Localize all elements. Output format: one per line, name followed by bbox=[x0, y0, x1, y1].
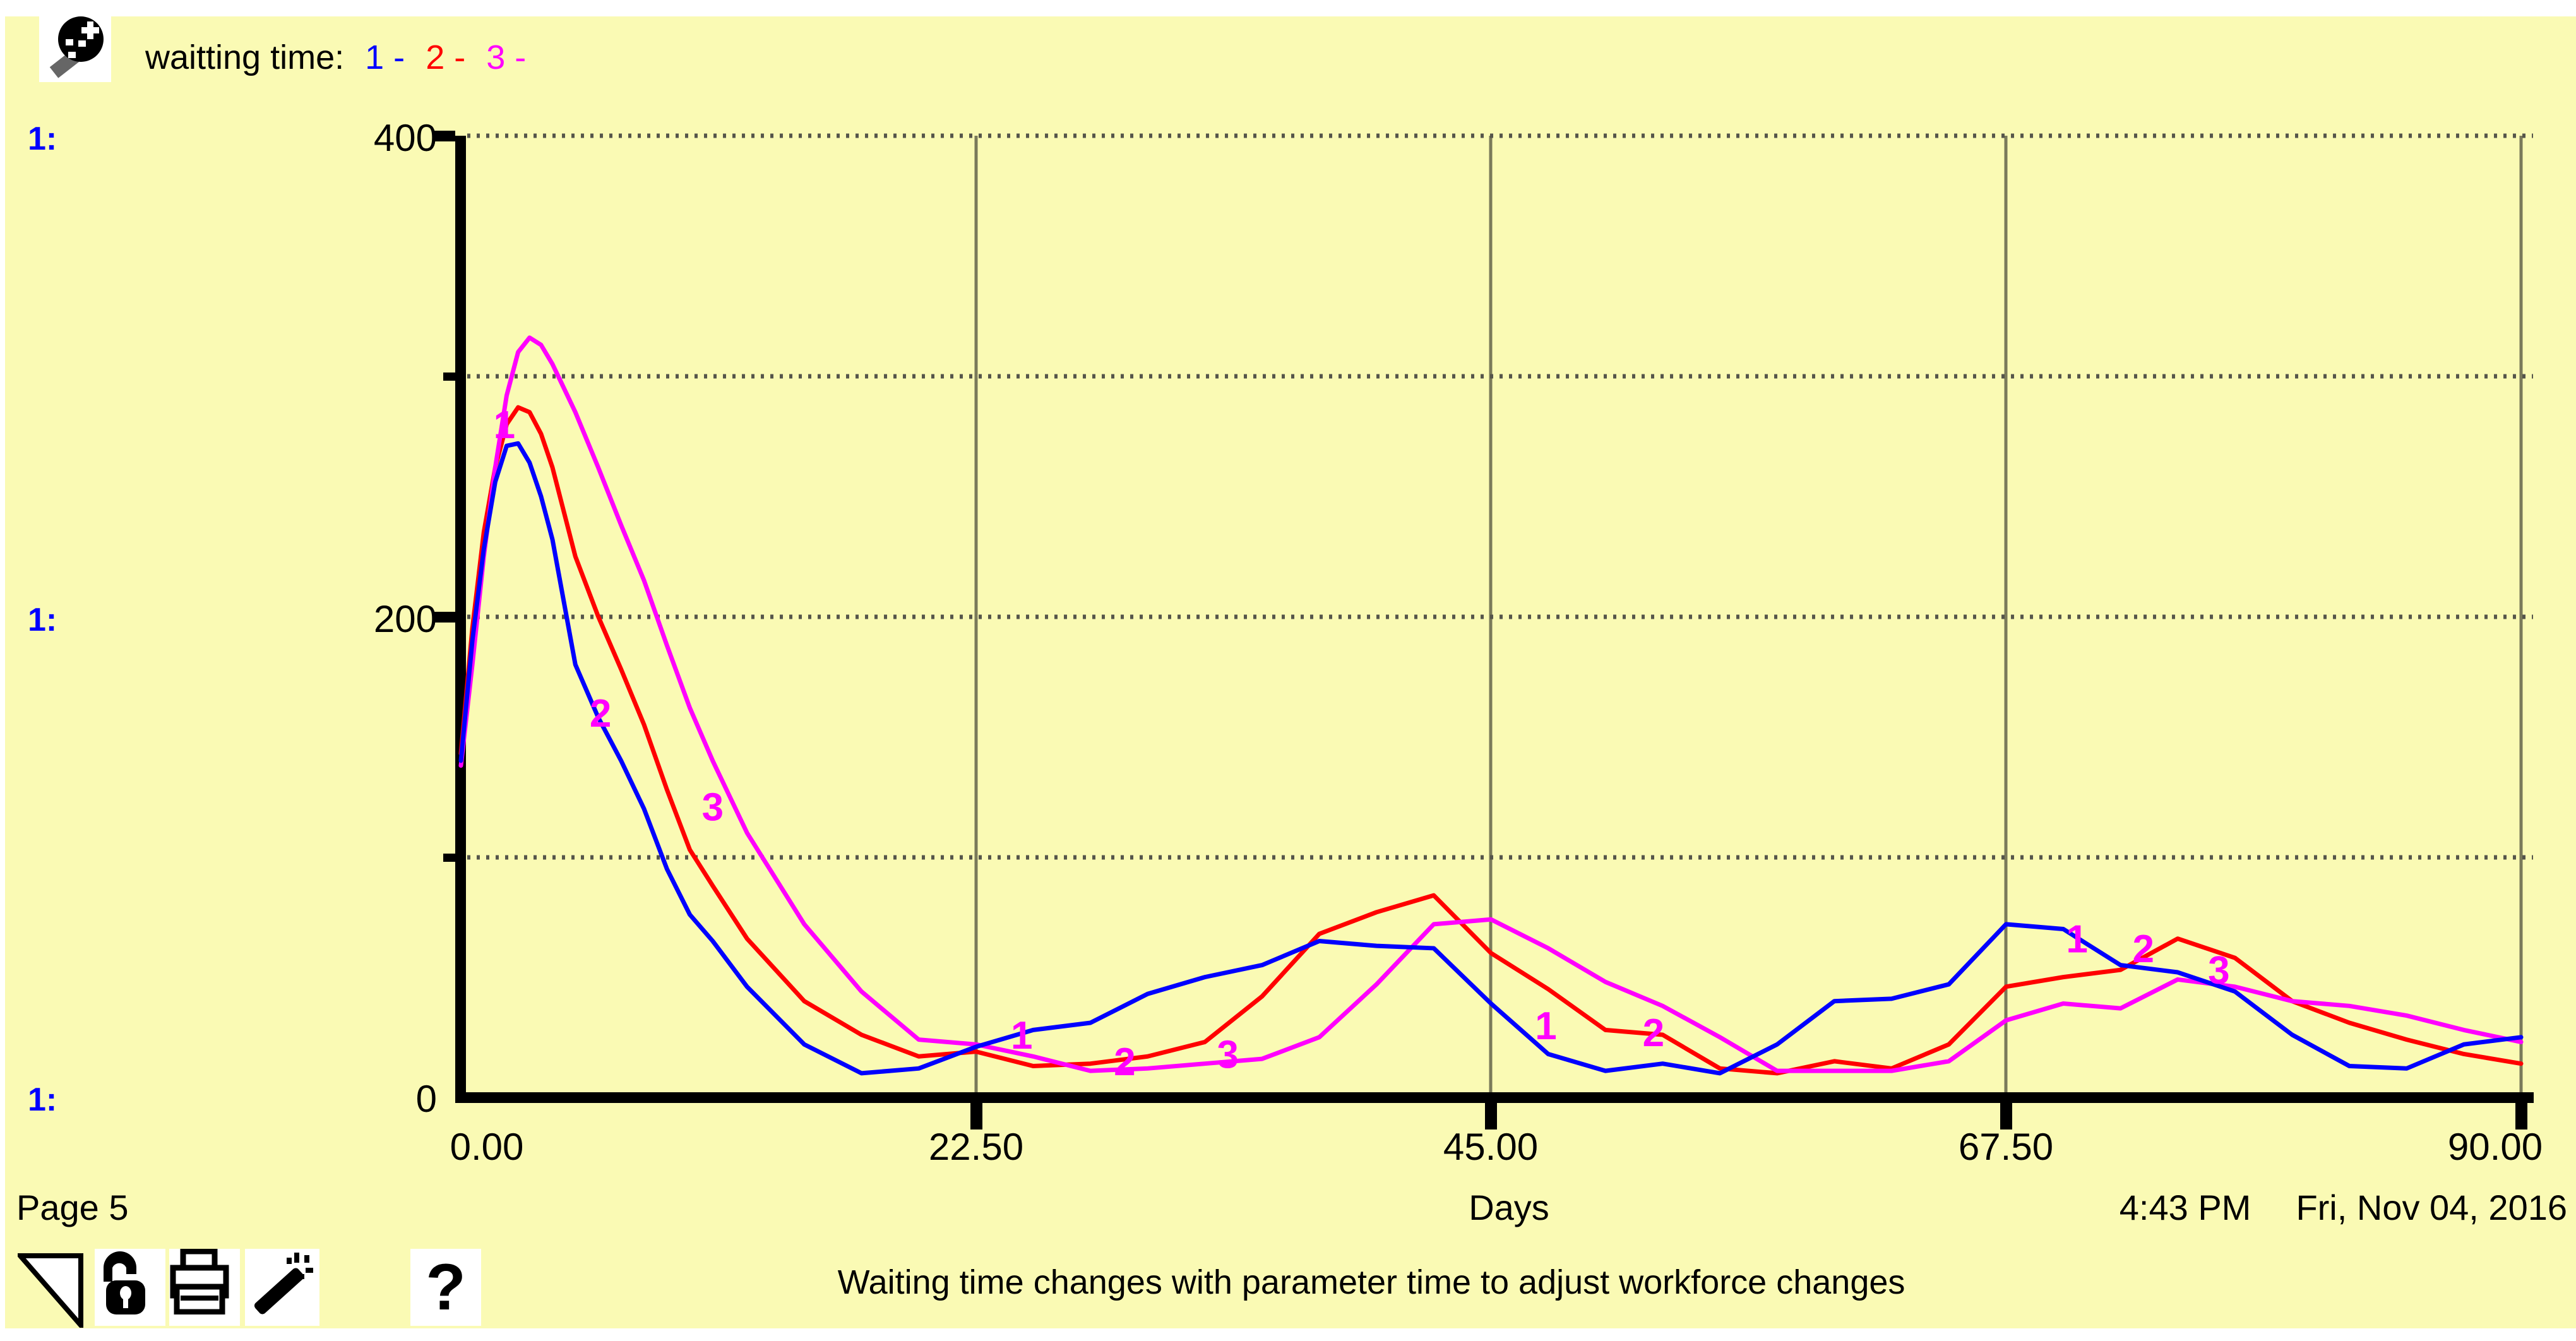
legend-run-3: 3 - bbox=[486, 39, 527, 76]
curve-label-1: 1 bbox=[2066, 918, 2087, 962]
curve-label-2: 2 bbox=[2133, 927, 2154, 971]
x-axis-line bbox=[455, 1092, 2534, 1103]
y-tick-0: 0 bbox=[415, 1078, 437, 1120]
horizontal-gridlines bbox=[467, 133, 2533, 860]
x-axis-title: Days bbox=[1469, 1188, 1549, 1227]
curve-label-2: 2 bbox=[590, 692, 611, 736]
time-label: 4:43 PM bbox=[2119, 1188, 2251, 1227]
curve-label-3: 3 bbox=[2208, 949, 2229, 992]
page-edge-bottom bbox=[0, 1328, 2576, 1341]
graph-pad-pin-icon[interactable] bbox=[39, 10, 111, 82]
magic-wand-icon[interactable] bbox=[245, 1249, 319, 1326]
scale-label-bottom: 1: bbox=[28, 1082, 57, 1118]
page-number: Page 5 bbox=[16, 1188, 129, 1227]
x-tick-22-5: 22.50 bbox=[928, 1126, 1024, 1168]
y-tick-400: 400 bbox=[373, 117, 437, 159]
help-icon[interactable]: ? bbox=[410, 1249, 481, 1326]
corner-triangle-icon[interactable] bbox=[18, 1253, 83, 1328]
y-tick-200: 200 bbox=[373, 598, 437, 640]
curve-label-2: 2 bbox=[1643, 1011, 1664, 1055]
axes bbox=[434, 131, 2534, 1129]
date-label: Fri, Nov 04, 2016 bbox=[2296, 1188, 2567, 1227]
pin-icon-graphic bbox=[39, 10, 111, 82]
vertical-gridlines bbox=[974, 136, 2523, 1092]
printer-icon[interactable] bbox=[169, 1249, 240, 1326]
printer-graphic bbox=[170, 1249, 229, 1314]
legend-title: waitting time: bbox=[145, 39, 345, 76]
curve-label-3: 3 bbox=[1217, 1033, 1238, 1076]
help-glyph: ? bbox=[426, 1250, 466, 1324]
legend-run-2: 2 - bbox=[426, 39, 466, 76]
scale-label-top: 1: bbox=[28, 121, 57, 157]
on-curve-run-number-labels: 1 2 3 1 2 3 1 2 1 2 3 bbox=[494, 403, 2230, 1084]
data-curves bbox=[458, 335, 2524, 1076]
timestamp: 4:43 PM Fri, Nov 04, 2016 bbox=[2120, 1187, 2567, 1228]
x-tick-67-5: 67.50 bbox=[1958, 1126, 2054, 1168]
curve-label-2: 2 bbox=[1114, 1040, 1135, 1084]
curve-run-3-magenta bbox=[458, 335, 2524, 1073]
lock-open-icon[interactable] bbox=[95, 1249, 165, 1326]
curve-run-2-red bbox=[458, 405, 2524, 1076]
lock-open-graphic bbox=[104, 1251, 145, 1314]
legend-run-1: 1 - bbox=[365, 39, 405, 76]
chart-caption: Waiting time changes with parameter time… bbox=[837, 1263, 1905, 1301]
curve-label-1: 1 bbox=[1011, 1014, 1032, 1058]
scale-label-middle: 1: bbox=[28, 602, 57, 638]
curve-label-1: 1 bbox=[1535, 1004, 1556, 1048]
legend: waitting time: 1 - 2 - 3 - bbox=[145, 38, 526, 77]
x-tick-0: 0.00 bbox=[450, 1126, 524, 1168]
magic-wand-graphic bbox=[254, 1253, 313, 1314]
curve-label-1: 1 bbox=[494, 403, 515, 447]
y-axis-line bbox=[455, 136, 466, 1102]
graph-panel-background bbox=[5, 16, 2576, 1328]
curve-run-1-blue bbox=[458, 441, 2524, 1076]
curve-label-3: 3 bbox=[702, 785, 724, 829]
x-tick-45: 45.00 bbox=[1443, 1126, 1539, 1168]
x-tick-90: 90.00 bbox=[2447, 1126, 2543, 1168]
